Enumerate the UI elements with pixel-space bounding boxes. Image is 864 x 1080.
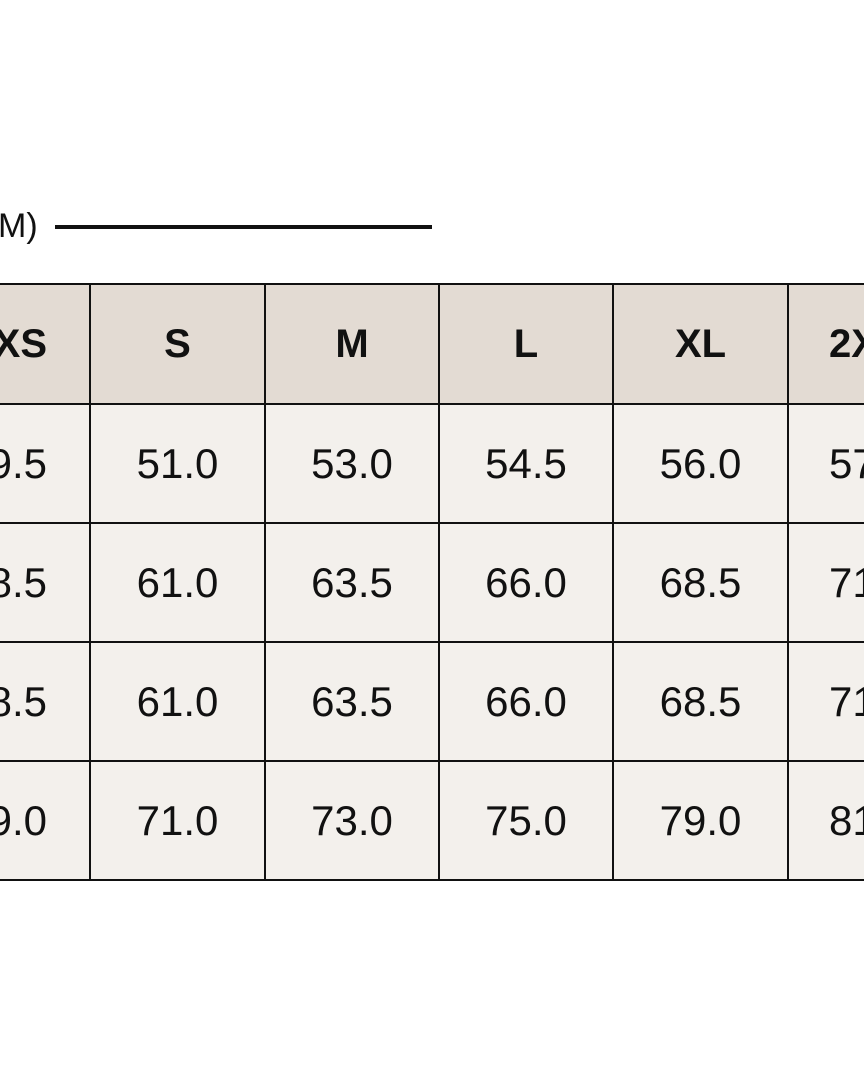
data-cell: 9.0 <box>0 760 91 881</box>
cell-text: 51.0 <box>136 439 219 487</box>
data-cell: 79.0 <box>612 760 789 881</box>
cell-text: 79.0 <box>659 796 742 844</box>
title-rule <box>55 225 432 229</box>
cell-text: S <box>164 321 191 366</box>
cell-text: 73.0 <box>311 796 393 844</box>
data-cell: 71 <box>787 522 864 643</box>
cell-text: XS <box>0 321 47 366</box>
cell-text: 9.0 <box>0 796 47 844</box>
data-cell: 8.5 <box>0 522 91 643</box>
cell-text: 66.0 <box>485 677 567 725</box>
header-cell: S <box>89 283 266 405</box>
cell-text: 61.0 <box>136 558 219 606</box>
cell-text: 56.0 <box>659 439 742 487</box>
cell-text: 75.0 <box>485 796 567 844</box>
data-cell: 66.0 <box>438 641 614 762</box>
data-cell: 75.0 <box>438 760 614 881</box>
cell-text: 71 <box>829 677 864 725</box>
cell-text: 54.5 <box>485 439 567 487</box>
cell-text: 57 <box>829 439 864 487</box>
data-cell: 51.0 <box>89 403 266 524</box>
data-cell: 71 <box>787 641 864 762</box>
cell-text: 68.5 <box>659 558 742 606</box>
cell-text: 9.5 <box>0 439 47 487</box>
header-cell: L <box>438 283 614 405</box>
data-cell: 81 <box>787 760 864 881</box>
cell-text: 63.5 <box>311 558 393 606</box>
data-cell: 63.5 <box>264 641 440 762</box>
header-cell: XL <box>612 283 789 405</box>
data-cell: 54.5 <box>438 403 614 524</box>
cell-text: 81 <box>829 796 864 844</box>
cell-text: 71.0 <box>136 796 219 844</box>
data-cell: 71.0 <box>89 760 266 881</box>
data-cell: 56.0 <box>612 403 789 524</box>
cell-text: 53.0 <box>311 439 393 487</box>
cell-text: XL <box>674 321 727 366</box>
data-cell: 68.5 <box>612 641 789 762</box>
cell-text: M <box>335 321 369 366</box>
data-cell: 68.5 <box>612 522 789 643</box>
data-cell: 63.5 <box>264 522 440 643</box>
data-cell: 57 <box>787 403 864 524</box>
data-cell: 9.5 <box>0 403 91 524</box>
data-cell: 61.0 <box>89 641 266 762</box>
cell-text: L <box>513 321 539 366</box>
cell-text: 8.5 <box>0 677 47 725</box>
cell-text: 61.0 <box>136 677 219 725</box>
cell-text: 8.5 <box>0 558 47 606</box>
cell-text: 66.0 <box>485 558 567 606</box>
data-cell: 66.0 <box>438 522 614 643</box>
table-title: M) <box>0 207 38 245</box>
header-cell: 2X <box>787 283 864 405</box>
data-cell: 8.5 <box>0 641 91 762</box>
cell-text: 71 <box>829 558 864 606</box>
cell-text: 68.5 <box>659 677 742 725</box>
data-cell: 53.0 <box>264 403 440 524</box>
header-cell: M <box>264 283 440 405</box>
cell-text: 63.5 <box>311 677 393 725</box>
header-cell: XS <box>0 283 91 405</box>
data-cell: 73.0 <box>264 760 440 881</box>
data-cell: 61.0 <box>89 522 266 643</box>
cell-text: 2X <box>829 321 864 366</box>
